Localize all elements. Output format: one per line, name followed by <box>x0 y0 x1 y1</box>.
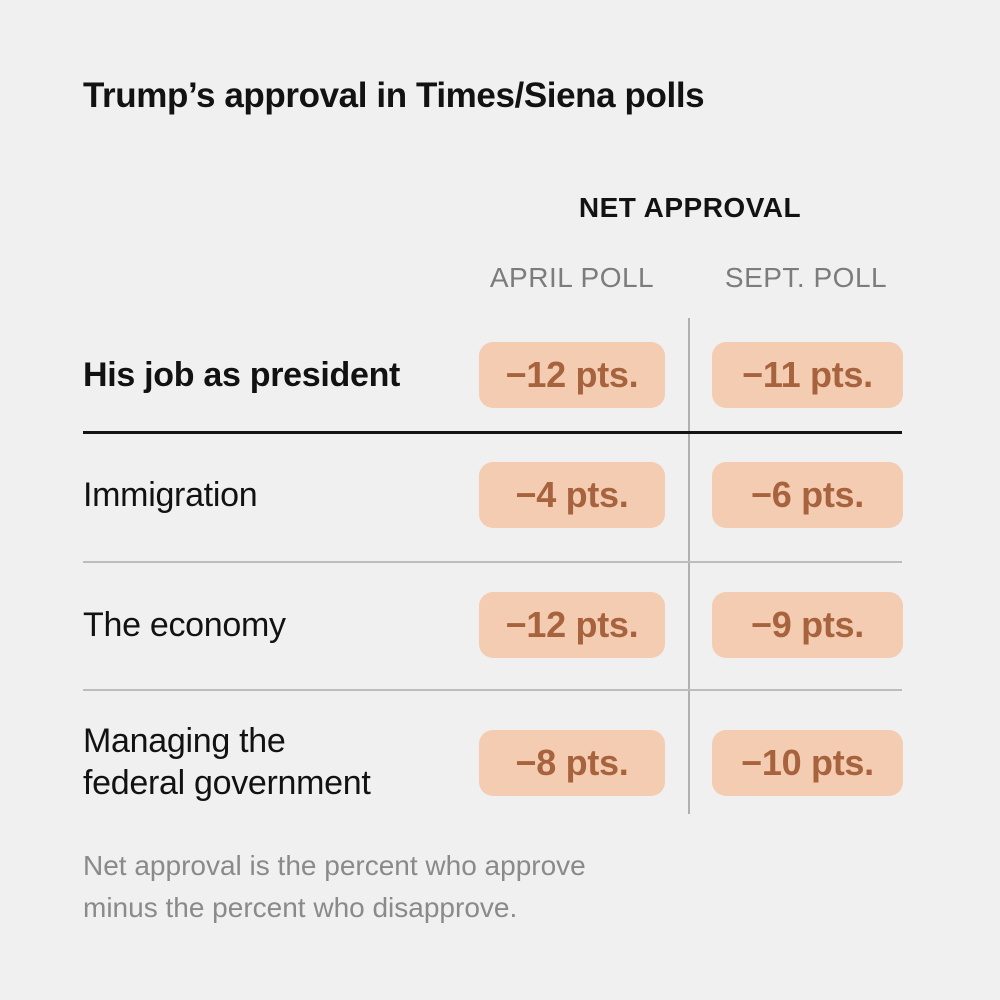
column-divider <box>688 318 690 814</box>
net-approval-header: NET APPROVAL <box>578 192 802 223</box>
row-label: Managing the federal government <box>83 720 371 804</box>
row-label: Immigration <box>83 474 258 516</box>
column-header-april: APRIL POLL <box>489 262 655 293</box>
net-approval-badge-april: −8 pts. <box>479 730 665 796</box>
net-approval-badge-sept: −9 pts. <box>712 592 903 658</box>
row-divider <box>83 689 902 691</box>
row-divider <box>83 561 902 563</box>
table-row: Managing the federal government −8 pts. … <box>0 691 1000 814</box>
row-label: The economy <box>83 604 286 646</box>
net-approval-badge-april: −12 pts. <box>479 592 665 658</box>
table-row: His job as president −12 pts. −11 pts. <box>0 318 1000 431</box>
row-divider-dark <box>83 431 902 434</box>
net-approval-badge-sept: −6 pts. <box>712 462 903 528</box>
net-approval-badge-april: −12 pts. <box>479 342 665 408</box>
page-title: Trump’s approval in Times/Siena polls <box>83 76 705 115</box>
footnote: Net approval is the percent who approve … <box>83 845 586 929</box>
column-header-sept: SEPT. POLL <box>724 262 888 293</box>
row-label-line: The economy <box>83 606 286 644</box>
row-label: His job as president <box>83 354 400 396</box>
row-label-line: federal government <box>83 764 371 802</box>
net-approval-badge-sept: −10 pts. <box>712 730 903 796</box>
table-row: The economy −12 pts. −9 pts. <box>0 563 1000 689</box>
footnote-line: minus the percent who disapprove. <box>83 892 518 923</box>
net-approval-badge-sept: −11 pts. <box>712 342 903 408</box>
row-label-line: His job as president <box>83 356 401 394</box>
net-approval-badge-april: −4 pts. <box>479 462 665 528</box>
row-label-line: Immigration <box>83 476 258 514</box>
table-row: Immigration −4 pts. −6 pts. <box>0 433 1000 561</box>
footnote-line: Net approval is the percent who approve <box>83 850 586 881</box>
row-label-line: Managing the <box>83 722 286 760</box>
